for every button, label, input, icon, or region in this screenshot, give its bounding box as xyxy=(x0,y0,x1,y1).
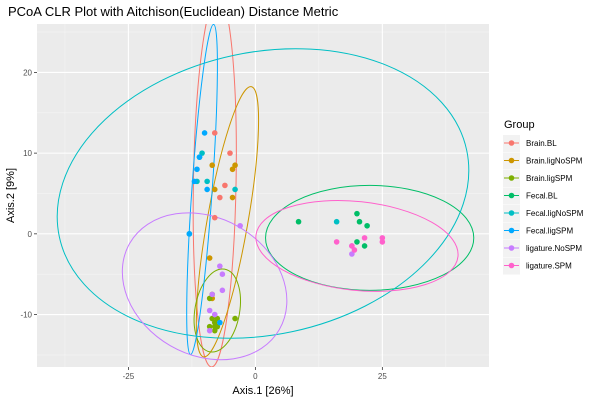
y-tick-label: 10 xyxy=(23,149,32,158)
point-brain-ligspm xyxy=(211,319,218,326)
point-ligature-nospm xyxy=(219,287,226,294)
point-ligature-spm xyxy=(351,247,358,253)
point-fecal-bl xyxy=(354,210,360,217)
point-ligature-nospm xyxy=(206,307,213,314)
legend-label: Fecal.ligNoSPM xyxy=(526,209,584,218)
legend-label: ligature.NoSPM xyxy=(526,244,582,253)
point-brain-lignospm xyxy=(229,166,236,173)
point-fecal-ligspm xyxy=(217,319,223,326)
minor-gridlines xyxy=(37,24,489,367)
ellipse-brain-ligspm xyxy=(193,268,241,353)
point-fecal-ligspm xyxy=(194,166,200,173)
y-tick-label: 20 xyxy=(23,68,32,77)
point-brain-ligspm xyxy=(211,323,218,330)
point-brain-ligspm xyxy=(211,327,218,334)
point-brain-bl xyxy=(227,150,233,156)
point-fecal-bl xyxy=(364,222,370,229)
point-brain-bl xyxy=(217,194,223,201)
point-ligature-spm xyxy=(361,235,368,241)
y-tick-label: 0 xyxy=(28,230,33,239)
legend-key-point xyxy=(508,245,515,251)
ellipse-fecal-lignospm xyxy=(56,48,470,339)
point-ligature-nospm xyxy=(211,311,218,318)
point-fecal-bl xyxy=(295,218,302,225)
point-ligature-nospm xyxy=(237,222,243,229)
point-fecal-lignospm xyxy=(232,186,238,193)
point-ligature-nospm xyxy=(217,263,223,269)
legend-key-point xyxy=(508,210,515,216)
legend-key-point xyxy=(508,227,515,234)
point-fecal-ligspm xyxy=(186,231,193,237)
point-ligature-nospm xyxy=(206,327,213,334)
point-ligature-nospm xyxy=(209,291,216,298)
legend-label: Fecal.ligSPM xyxy=(526,227,573,236)
ellipse-brain-lignospm xyxy=(195,86,260,358)
x-axis-label: Axis.1 [26%] xyxy=(232,385,293,397)
ellipse-ligature-spm xyxy=(255,200,459,292)
axis-ticks: -25 0 25 -10 0 10 20 xyxy=(20,68,387,381)
legend-key-point xyxy=(508,192,515,199)
point-ligature-spm xyxy=(379,235,386,241)
y-tick-label: -10 xyxy=(20,311,32,320)
point-fecal-bl xyxy=(354,239,360,245)
point-fecal-ligspm xyxy=(201,130,208,136)
legend-title: Group xyxy=(504,119,535,131)
chart-title: PCoA CLR Plot with Aitchison(Euclidean) … xyxy=(8,4,339,19)
point-ligature-nospm xyxy=(349,251,355,257)
point-ligature-spm xyxy=(379,239,386,245)
point-brain-lignospm xyxy=(211,186,218,193)
legend-label: ligature.SPM xyxy=(526,262,572,271)
point-fecal-ligspm xyxy=(191,178,198,185)
point-brain-ligspm xyxy=(232,315,238,322)
point-brain-lignospm xyxy=(206,255,213,261)
point-brain-bl xyxy=(211,214,218,221)
legend-label: Brain.ligSPM xyxy=(526,174,573,183)
point-brain-lignospm xyxy=(229,194,236,201)
legend-label: Fecal.BL xyxy=(526,192,558,201)
point-brain-ligspm xyxy=(214,315,221,322)
point-brain-ligspm xyxy=(206,295,213,302)
ellipse-fecal-bl xyxy=(265,184,475,291)
legend-label: Brain.ligNoSPM xyxy=(526,157,583,166)
point-brain-bl xyxy=(211,130,218,136)
point-brain-ligspm xyxy=(209,315,216,322)
legend-label: Brain.BL xyxy=(526,139,557,148)
point-ligature-spm xyxy=(349,243,355,249)
point-brain-lignospm xyxy=(209,162,216,169)
legend-key-point xyxy=(508,175,515,181)
point-fecal-ligspm xyxy=(204,186,210,193)
data-points xyxy=(186,130,386,334)
point-fecal-bl xyxy=(361,243,368,249)
x-tick-label: 25 xyxy=(378,372,387,381)
x-tick-label: 0 xyxy=(253,372,258,381)
point-brain-lignospm xyxy=(232,162,238,169)
x-tick-label: -25 xyxy=(123,372,135,381)
point-ligature-spm xyxy=(333,239,340,245)
legend-key-point xyxy=(508,157,515,164)
point-fecal-lignospm xyxy=(333,218,340,225)
legend-key-point xyxy=(508,262,515,269)
point-fecal-lignospm xyxy=(199,150,205,156)
point-ligature-nospm xyxy=(219,271,226,277)
y-axis-label: Axis.2 [9%] xyxy=(5,168,17,223)
point-brain-ligspm xyxy=(206,323,213,330)
point-brain-bl xyxy=(222,182,228,189)
legend: Group Brain.BL Brain.ligNoSPM Brain.ligSPM… xyxy=(503,119,584,275)
plot-panel xyxy=(37,24,489,367)
point-fecal-lignospm xyxy=(204,178,210,185)
point-fecal-bl xyxy=(356,218,363,225)
legend-key-point xyxy=(508,140,515,146)
point-fecal-ligspm xyxy=(196,154,203,160)
major-gridlines xyxy=(37,24,489,367)
